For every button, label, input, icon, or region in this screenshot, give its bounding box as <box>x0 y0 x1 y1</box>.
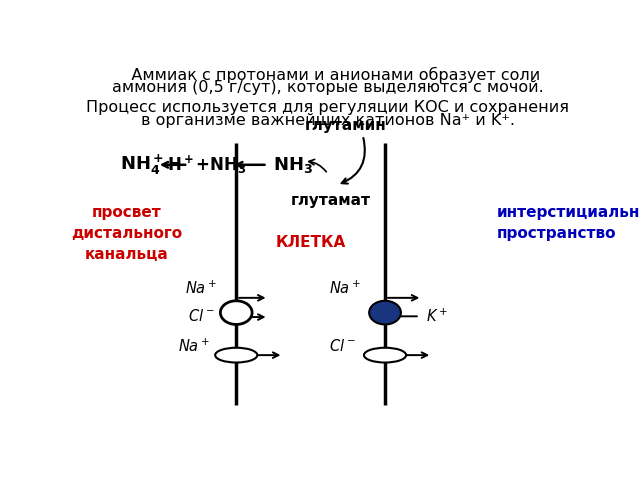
Text: аммония (0,5 г/сут), которые выделяются с мочой.: аммония (0,5 г/сут), которые выделяются … <box>112 80 544 95</box>
Text: Аммиак с протонами и анионами образует соли: Аммиак с протонами и анионами образует с… <box>116 67 540 83</box>
Text: просвет
дистального
канальца: просвет дистального канальца <box>72 205 182 263</box>
Text: $K^+$: $K^+$ <box>426 308 448 325</box>
Circle shape <box>220 301 252 324</box>
Text: $Cl^-$: $Cl^-$ <box>330 338 356 354</box>
Text: $\mathbf{H^+{+}NH_3}$: $\mathbf{H^+{+}NH_3}$ <box>166 154 246 176</box>
Text: интерстициальное
пространство: интерстициальное пространство <box>497 205 640 241</box>
Circle shape <box>369 301 401 324</box>
Text: $\mathbf{NH_3}$: $\mathbf{NH_3}$ <box>273 155 314 175</box>
Text: $Na^+$: $Na^+$ <box>186 280 218 297</box>
Ellipse shape <box>215 348 257 362</box>
Text: в организме важнейших катионов Na⁺ и K⁺.: в организме важнейших катионов Na⁺ и K⁺. <box>141 113 515 128</box>
Text: $Na^+$: $Na^+$ <box>329 280 362 297</box>
Text: $\mathbf{NH_4^+}$: $\mathbf{NH_4^+}$ <box>120 153 164 177</box>
Text: Процесс используется для регуляции КОС и сохранения: Процесс используется для регуляции КОС и… <box>86 100 570 115</box>
Text: глутамат: глутамат <box>291 192 371 207</box>
Text: $Na^+$: $Na^+$ <box>178 337 210 355</box>
Ellipse shape <box>364 348 406 362</box>
Text: $Cl^-$: $Cl^-$ <box>188 308 215 324</box>
Text: глутамин: глутамин <box>305 119 386 133</box>
Text: КЛЕТКА: КЛЕТКА <box>275 235 346 250</box>
